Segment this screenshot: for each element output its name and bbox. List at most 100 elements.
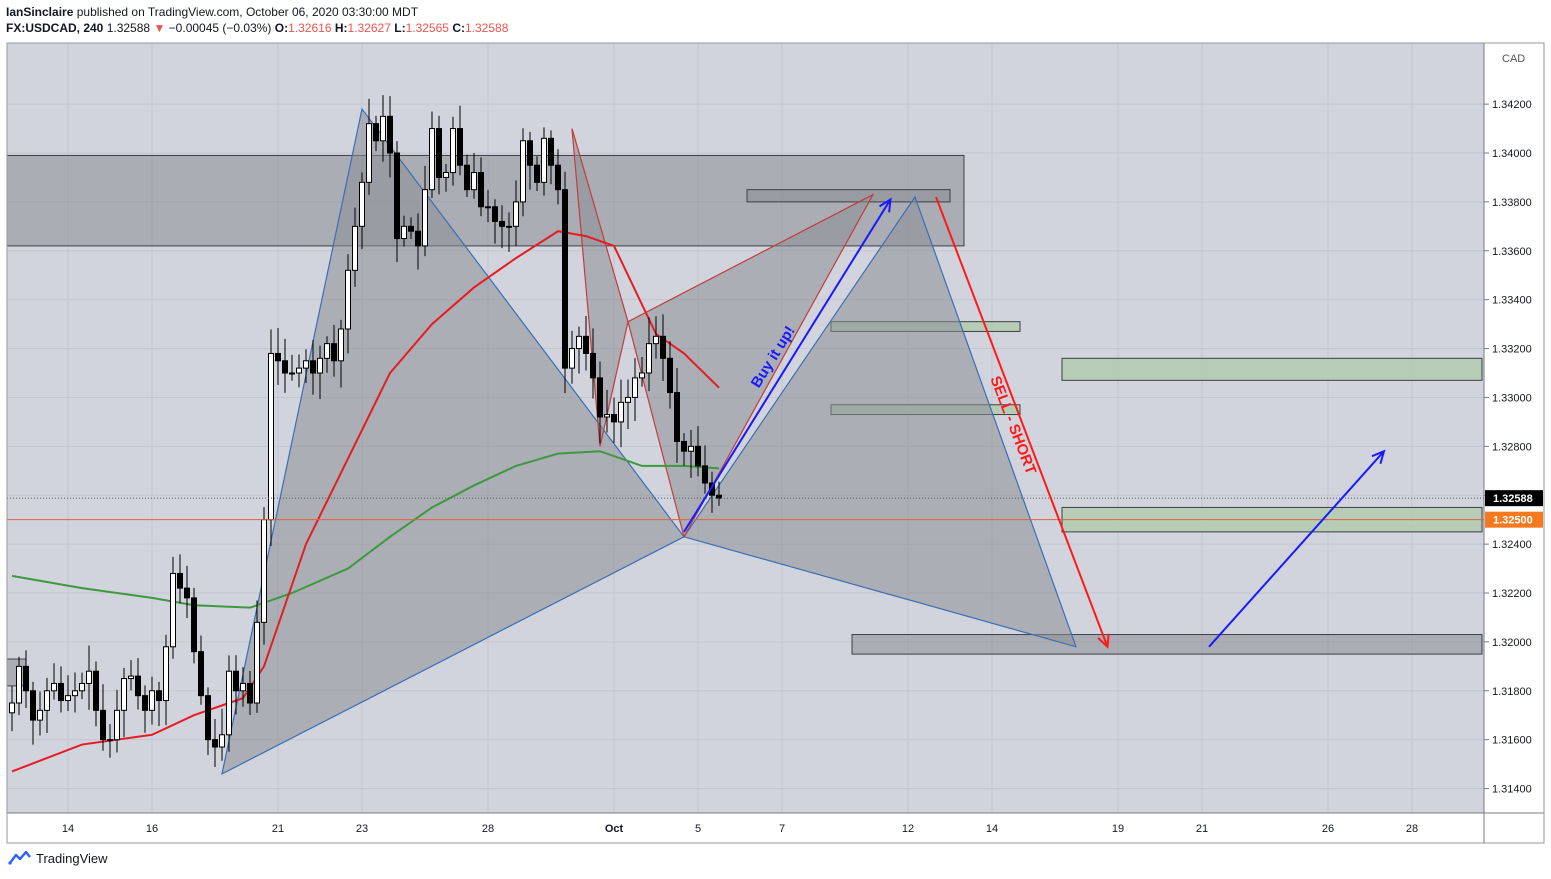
candle-up — [506, 225, 512, 228]
arrow-head-icon — [878, 197, 892, 213]
chart-header: IanSinclaire published on TradingView.co… — [6, 4, 508, 36]
candle-up — [303, 360, 309, 369]
price-axis-labels: 1.34200 1.34000 1.33800 1.33600 1.33400 1.332… — [1484, 99, 1532, 796]
price-tick-label: 1.31400 — [1492, 784, 1532, 796]
candle-up — [317, 357, 323, 374]
price-tick-label: 1.34000 — [1492, 148, 1532, 160]
candle-down — [548, 137, 554, 166]
tradingview-footer[interactable]: TradingView — [8, 850, 108, 866]
candle-up — [625, 396, 631, 403]
candle-down — [457, 128, 463, 166]
close-label: C: — [452, 21, 465, 35]
candle-up — [520, 140, 526, 203]
time-tick-label: 14 — [986, 823, 998, 835]
high-label: H: — [334, 21, 348, 35]
change-down-icon: ▼ — [153, 21, 166, 35]
candle-down — [310, 360, 316, 374]
price-tag-label: 1.32588 — [1493, 493, 1533, 505]
candle-up — [79, 682, 85, 692]
candle-down — [478, 172, 484, 208]
candle-down — [191, 597, 197, 653]
candle-down — [555, 164, 561, 191]
time-tick-label: 19 — [1112, 823, 1124, 835]
candle-up — [296, 367, 302, 374]
candle-down — [597, 377, 603, 418]
candle-up — [401, 225, 407, 240]
arrow-head-icon — [1371, 449, 1386, 464]
price-lines-layer — [7, 497, 1484, 521]
price-tag-label: 1.32500 — [1493, 515, 1533, 527]
published-text: published on TradingView.com, October 06… — [76, 5, 419, 19]
time-tick-label: 12 — [902, 823, 914, 835]
candle-down — [611, 414, 617, 423]
candle-down — [156, 690, 162, 702]
close-value: 1.32588 — [464, 21, 509, 35]
low-value: 1.32565 — [405, 21, 449, 35]
pattern-triangle-bcd — [683, 195, 1077, 648]
time-tick-label: 16 — [146, 823, 158, 835]
candle-up — [632, 377, 638, 398]
candle-up — [128, 675, 134, 680]
candle-up — [44, 690, 50, 711]
candle-down — [387, 115, 393, 154]
price-tick-label: 1.33200 — [1492, 344, 1532, 356]
pattern-triangle-xab — [221, 107, 685, 775]
time-tick-label: 28 — [482, 823, 494, 835]
candle-down — [282, 360, 288, 374]
candle-down — [394, 152, 400, 240]
price-tag — [1485, 511, 1543, 528]
candle-up — [114, 709, 120, 741]
price-axis[interactable] — [1484, 43, 1544, 843]
symbol-label[interactable]: FX:USDCAD, 240 — [6, 21, 104, 35]
candle-up — [121, 678, 127, 711]
price-tick-label: 1.32800 — [1492, 441, 1532, 453]
candle-down — [534, 164, 540, 183]
time-tick-label: Oct — [605, 823, 624, 835]
candle-down — [331, 343, 337, 362]
candle-down — [177, 572, 183, 589]
candle-up — [380, 115, 386, 142]
candle-down — [590, 352, 596, 379]
candle-up — [471, 172, 477, 191]
candle-down — [660, 335, 666, 359]
candle-up — [429, 128, 435, 191]
candle-up — [541, 137, 547, 183]
arrow-head-icon — [1097, 633, 1110, 649]
price-tag — [1485, 490, 1543, 507]
candle-up — [51, 682, 57, 692]
candles-layer — [9, 95, 722, 767]
candle-up — [37, 709, 43, 721]
candle-up — [422, 189, 428, 247]
candle-down — [23, 665, 29, 692]
time-axis-labels[interactable]: 14 16 21 23 28 Oct 5 7 12 14 19 21 26 28 — [62, 823, 1418, 835]
candle-down — [562, 189, 568, 369]
price-tick-label: 1.32200 — [1492, 588, 1532, 600]
price-tick-label: 1.34200 — [1492, 99, 1532, 111]
candle-up — [65, 695, 71, 702]
time-tick-label: 14 — [62, 823, 74, 835]
candle-down — [247, 682, 253, 704]
price-tick-label: 1.31800 — [1492, 686, 1532, 698]
publish-line: IanSinclaire published on TradingView.co… — [6, 4, 508, 20]
chart-frame — [6, 42, 1545, 844]
red-arrow — [935, 196, 1109, 648]
author-name[interactable]: IanSinclaire — [6, 5, 74, 19]
candle-down — [492, 206, 498, 222]
candle-down — [499, 220, 505, 227]
candle-down — [667, 357, 673, 394]
candle-up — [268, 352, 274, 521]
candle-up — [107, 739, 113, 742]
price-tick-label: 1.33400 — [1492, 295, 1532, 307]
candle-up — [653, 335, 659, 345]
ema-fast-line — [11, 230, 720, 773]
candle-up — [324, 343, 330, 359]
candle-down — [198, 651, 204, 697]
candle-up — [366, 123, 372, 183]
open-value: 1.32616 — [288, 21, 332, 35]
candle-down — [702, 465, 708, 484]
candle-down — [58, 682, 64, 702]
candle-down — [100, 709, 106, 741]
candle-up — [338, 328, 344, 362]
candle-up — [240, 682, 246, 692]
